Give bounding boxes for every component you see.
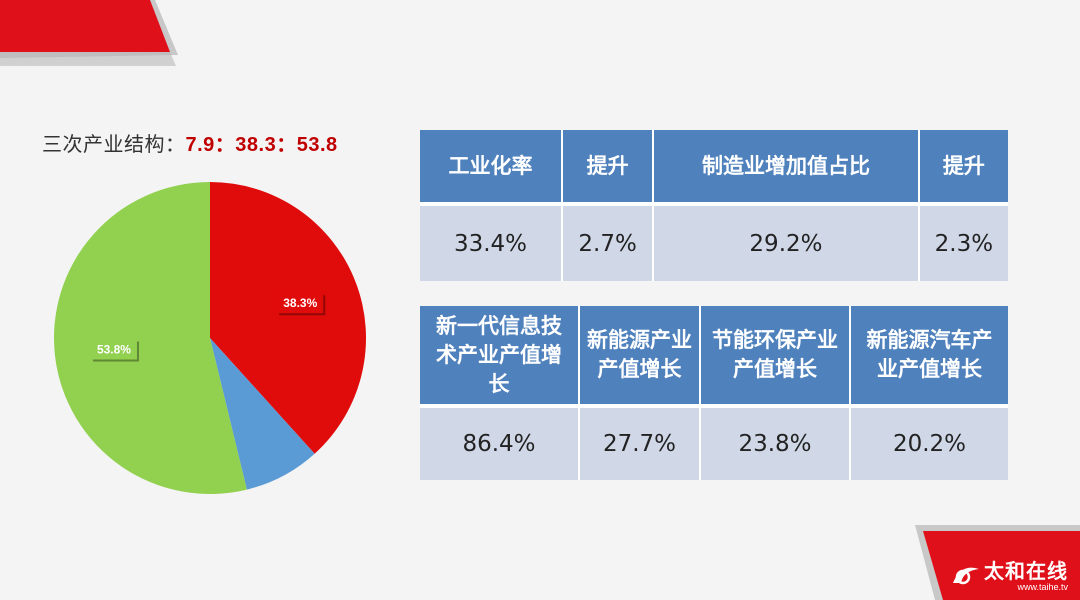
pie-label-text: 53.8% (97, 343, 131, 357)
pie-data-label-2: 53.8% (90, 339, 139, 362)
table-row: 86.4% 27.7% 23.8% 20.2% (420, 407, 1008, 480)
pie-label-text: 38.3% (283, 296, 317, 310)
table-header-row: 新一代信息技术产业产值增长 新能源产业产值增长 节能环保产业产值增长 新能源汽车… (420, 306, 1008, 407)
header-industrialization-rate: 工业化率 (420, 130, 564, 205)
header-eco-industry-growth: 节能环保产业产值增长 (701, 306, 851, 407)
pie-data-label-0: 38.3% (277, 293, 326, 316)
header-increase: 提升 (919, 130, 1008, 205)
logo-swirl-icon (953, 567, 979, 585)
industrialization-table: 工业化率 提升 制造业增加值占比 提升 33.4% 2.7% 29.2% 2.3… (420, 130, 1008, 281)
emerging-industries-table: 新一代信息技术产业产值增长 新能源产业产值增长 节能环保产业产值增长 新能源汽车… (420, 306, 1008, 480)
value-increase: 2.3% (919, 205, 1008, 281)
logo-url: www.taihe.tv (1017, 582, 1068, 592)
value-industrialization-rate: 33.4% (420, 205, 564, 281)
pie-slice-1 (210, 338, 315, 490)
header-new-energy-growth: 新能源产业产值增长 (580, 306, 701, 407)
header-manufacturing-share: 制造业增加值占比 (654, 130, 920, 205)
structure-label: 三次产业结构： (42, 132, 186, 156)
logo-name: 太和在线 (984, 559, 1068, 583)
value-new-energy-growth: 27.7% (580, 407, 701, 480)
corner-decoration-bottom-right (915, 525, 1080, 600)
value-nev-industry-growth: 20.2% (851, 407, 1008, 480)
value-manufacturing-share: 29.2% (654, 205, 920, 281)
value-eco-industry-growth: 23.8% (701, 407, 851, 480)
table-header-row: 工业化率 提升 制造业增加值占比 提升 (420, 130, 1008, 205)
header-nev-industry-growth: 新能源汽车产业产值增长 (851, 306, 1008, 407)
header-it-industry-growth: 新一代信息技术产业产值增长 (420, 306, 580, 407)
structure-ratio: 7.9：38.3：53.8 (185, 134, 338, 156)
logo: 太和在线 www.taihe.tv (984, 555, 1068, 592)
industry-structure-title: 三次产业结构：7.9：38.3：53.8 (42, 128, 338, 157)
corner-decoration-top-left (0, 0, 178, 66)
pie-slice-0 (210, 182, 367, 454)
value-increase: 2.7% (563, 205, 655, 281)
value-it-industry-growth: 86.4% (420, 407, 580, 480)
table-row: 33.4% 2.7% 29.2% 2.3% (420, 205, 1008, 281)
pie-slice-2 (54, 182, 247, 494)
pie-chart: 38.3% 53.8% (54, 182, 367, 494)
header-increase: 提升 (563, 130, 655, 205)
